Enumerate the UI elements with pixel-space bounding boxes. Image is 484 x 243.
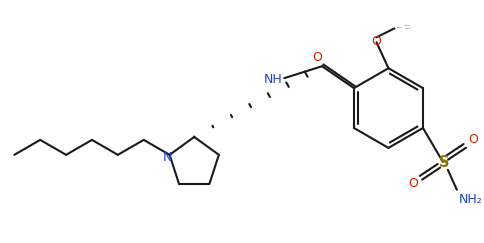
Text: N: N bbox=[163, 151, 172, 164]
Text: methoxy: methoxy bbox=[405, 25, 411, 26]
Text: O: O bbox=[312, 51, 322, 64]
Text: methoxy: methoxy bbox=[396, 27, 403, 28]
Text: methoxy: methoxy bbox=[406, 28, 412, 29]
Text: O: O bbox=[468, 133, 478, 147]
Text: O: O bbox=[372, 35, 381, 48]
Text: NH₂: NH₂ bbox=[459, 193, 483, 206]
Text: NH: NH bbox=[264, 73, 283, 86]
Text: O: O bbox=[408, 177, 418, 190]
Text: S: S bbox=[439, 155, 449, 170]
